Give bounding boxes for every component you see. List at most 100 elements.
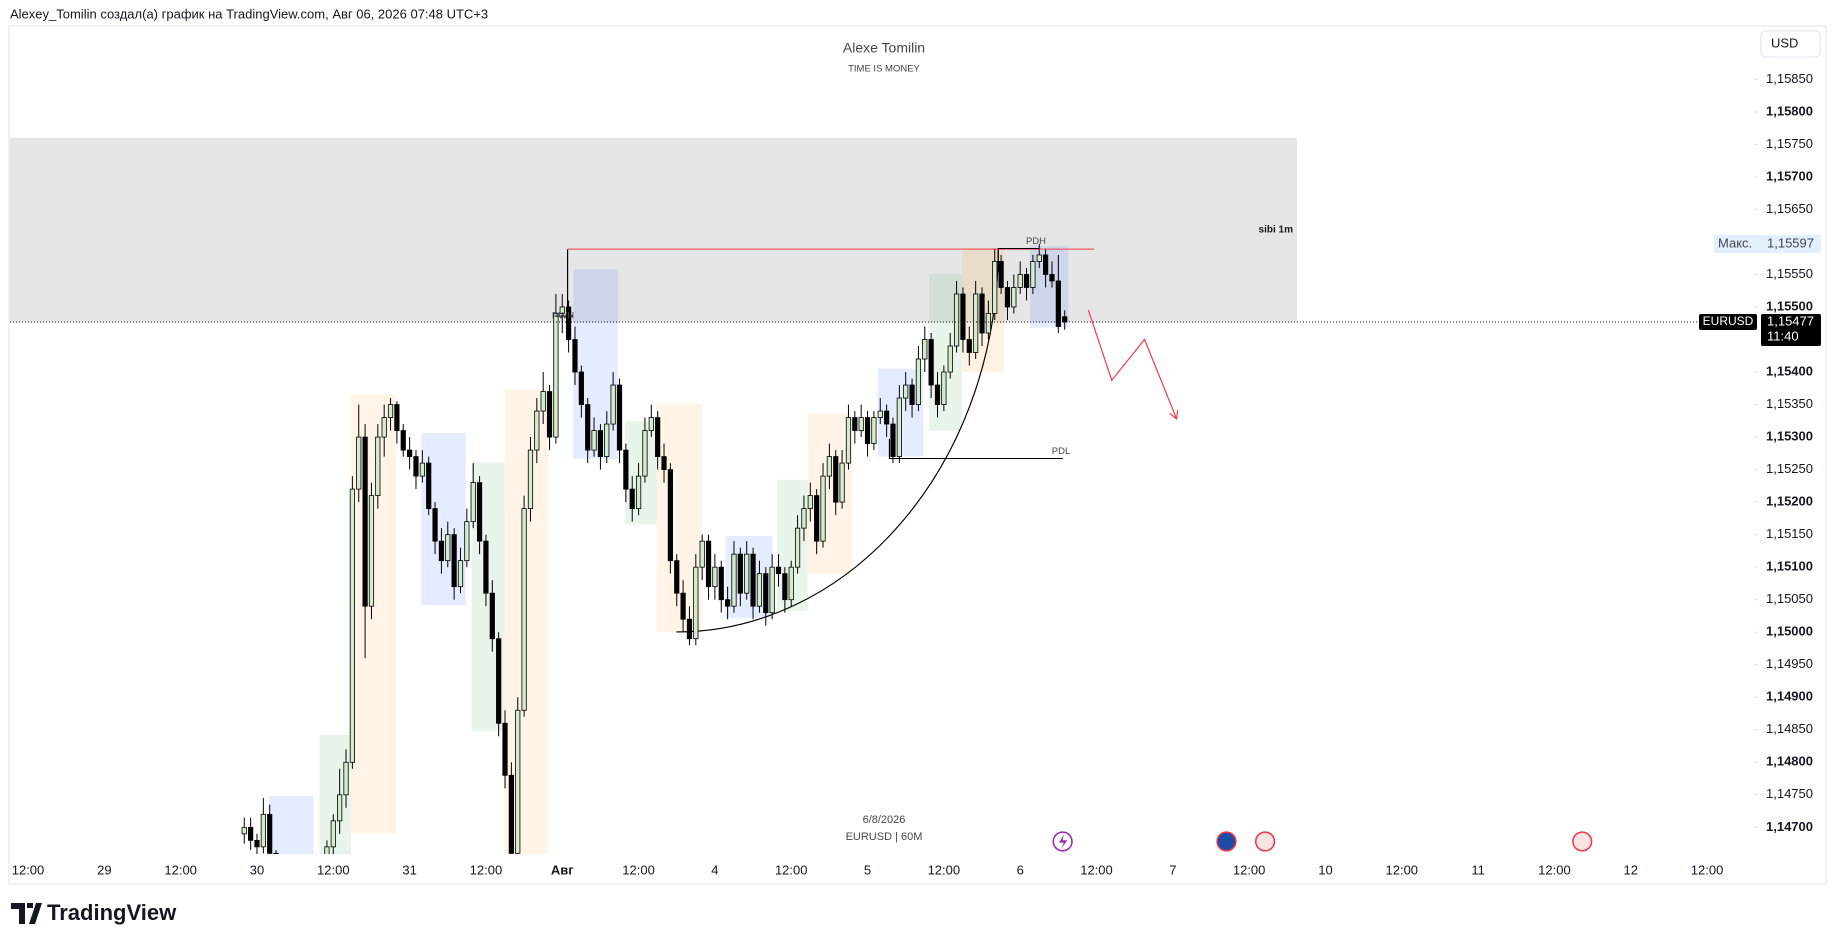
candle-body <box>896 397 902 457</box>
candle-body <box>845 417 852 464</box>
candle-body <box>915 358 922 405</box>
y-tick-label: 1,15700 <box>1766 168 1813 183</box>
candle-body <box>337 794 343 822</box>
x-tick-label: 12:00 <box>1233 862 1266 877</box>
symbol-tag-label: EURUSD <box>1703 314 1754 328</box>
candle-body <box>419 462 425 477</box>
price-tag <box>1761 313 1821 346</box>
level-label: PDL <box>1052 446 1070 457</box>
y-tick-label: 1,15250 <box>1766 461 1813 476</box>
x-tick-label: Авг <box>551 862 574 877</box>
logo-mark <box>11 903 42 924</box>
candle-body <box>521 508 527 711</box>
candle-body <box>438 540 445 562</box>
candle-body <box>559 306 565 314</box>
y-tick-label: 1,14700 <box>1766 819 1813 834</box>
candle-body <box>387 404 394 418</box>
candle-body <box>426 462 432 510</box>
candle-body <box>293 899 297 906</box>
arc-drawing <box>676 248 999 633</box>
candle-body <box>413 456 419 477</box>
candle-body <box>502 722 508 776</box>
candle-body <box>871 417 877 444</box>
candle-body <box>241 826 247 835</box>
header-text: Alexey_Tomilin создал(а) график на Tradi… <box>10 6 488 21</box>
candle-body <box>922 339 928 360</box>
candle-body <box>884 410 890 425</box>
candle-body <box>451 534 457 588</box>
chart-subtitle: TIME IS MONEY <box>848 64 920 75</box>
candle-body <box>712 566 718 588</box>
candle-body <box>306 899 310 912</box>
event-icon[interactable] <box>1216 831 1237 852</box>
y-tick-label: 1,15400 <box>1766 363 1813 378</box>
candle-body <box>623 449 629 490</box>
x-tick-label: 12:00 <box>164 862 197 877</box>
candle-body <box>674 560 680 594</box>
candle-body <box>273 852 279 854</box>
candle-body <box>604 423 610 457</box>
candle-body <box>1036 254 1042 262</box>
y-tick-label: 1,14800 <box>1766 754 1813 769</box>
candle-body <box>661 456 667 470</box>
candle-body <box>267 813 273 854</box>
session-box <box>807 413 852 574</box>
candle-body <box>960 293 966 340</box>
candle-body <box>616 384 623 451</box>
price-tag-label: 1,15477 <box>1767 313 1814 328</box>
x-tick-label: 12:00 <box>775 862 808 877</box>
candle-body <box>642 430 648 477</box>
candle-body <box>432 508 438 542</box>
candle-body <box>820 475 826 542</box>
candle-body <box>483 540 489 594</box>
y-tick-label: 1,14950 <box>1766 656 1813 671</box>
candle-body <box>680 592 686 620</box>
candle-body <box>578 371 584 405</box>
y-tick-label: 1,15050 <box>1766 591 1813 606</box>
candle-body <box>407 449 413 457</box>
candle-body <box>839 462 845 503</box>
candle-body <box>1030 261 1036 288</box>
currency-button[interactable] <box>1760 30 1821 58</box>
candle-body <box>254 839 260 848</box>
chart-date: 6/8/2026 <box>863 814 906 826</box>
symbol-tag <box>1699 313 1757 330</box>
chart-title: Alexe Tomilin <box>843 40 925 56</box>
candle-body <box>705 540 712 588</box>
candle-body <box>1004 287 1011 308</box>
event-icon[interactable] <box>1572 831 1593 852</box>
x-tick-label: 11 <box>1471 862 1485 877</box>
candle-body <box>635 475 642 510</box>
candle-body <box>566 306 572 340</box>
symbol-info: EURUSD | 60M <box>846 831 923 843</box>
currency-label: USD <box>1771 35 1798 50</box>
candle-body <box>973 293 979 353</box>
candle-body <box>356 436 362 490</box>
candle-body <box>998 261 1004 288</box>
y-tick-label: 1,15800 <box>1766 103 1813 118</box>
candle-body <box>1055 280 1061 327</box>
event-icons <box>1052 831 1593 852</box>
candle-body <box>731 553 737 607</box>
candle-body <box>629 488 635 510</box>
candle-body <box>287 892 291 905</box>
candle-body <box>794 527 801 568</box>
candle-body <box>934 384 941 405</box>
y-tick-label: 1,15550 <box>1766 266 1813 281</box>
candle-body <box>445 534 451 562</box>
candle-body <box>343 761 349 796</box>
zone <box>10 137 1297 323</box>
y-tick-label: 1,15850 <box>1766 71 1813 86</box>
candle-body <box>585 404 591 451</box>
event-icon[interactable] <box>1254 831 1276 852</box>
max-tag-value: 1,15597 <box>1767 235 1814 250</box>
candle-body <box>909 384 915 405</box>
x-tick-label: 12:00 <box>1691 862 1724 877</box>
chart-frame <box>8 25 1827 885</box>
candle-body <box>362 436 368 607</box>
candle-body <box>248 826 254 841</box>
y-tick-label: 1,15000 <box>1766 624 1813 639</box>
candle-body <box>833 456 839 503</box>
